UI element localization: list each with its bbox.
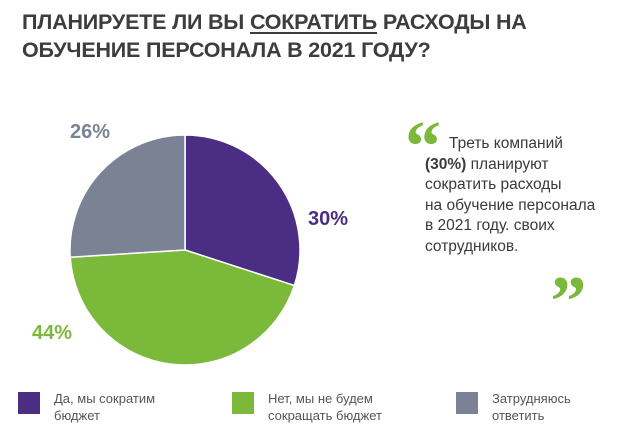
legend-label-no-line1: Нет, мы не будем bbox=[268, 391, 373, 406]
slice-label-yes: 30% bbox=[308, 208, 348, 230]
quote-line-5: в 2021 году. своих bbox=[425, 217, 555, 234]
legend-label-no-line2: сокращать бюджет bbox=[268, 408, 382, 423]
pie-slice-no bbox=[69, 249, 296, 366]
quote-line-1: Треть компаний bbox=[449, 135, 563, 152]
pie-slice-yes bbox=[184, 134, 301, 287]
pie-slice-unsure bbox=[69, 134, 186, 259]
slice-label-unsure: 26% bbox=[70, 121, 110, 143]
legend-item-yes: Да, мы сократим бюджет bbox=[18, 390, 184, 424]
quote-line-4: на обучение персонала bbox=[425, 196, 596, 214]
legend-label-yes-line1: Да, мы сократим bbox=[54, 391, 156, 406]
title-part-1: ПЛАНИРУЕТЕ ЛИ ВЫ bbox=[22, 10, 250, 34]
legend-label-unsure-line2: ответить bbox=[492, 408, 545, 423]
close-quote-icon: „ bbox=[551, 224, 587, 304]
legend-label-yes: Да, мы сократим бюджет bbox=[54, 390, 184, 424]
legend-swatch-unsure bbox=[456, 392, 478, 414]
slice-label-no: 44% bbox=[32, 322, 72, 344]
legend-label-unsure: Затрудняюсь ответить bbox=[492, 390, 620, 424]
open-quote-icon: “ bbox=[405, 106, 441, 186]
legend-label-no: Нет, мы не будем сокращать бюджет bbox=[268, 390, 398, 424]
quote-line-6: сотрудников. bbox=[425, 237, 519, 255]
page-title: ПЛАНИРУЕТЕ ЛИ ВЫ СОКРАТИТЬ РАСХОДЫ НА ОБ… bbox=[22, 8, 612, 64]
title-underlined-word: СОКРАТИТЬ bbox=[249, 10, 378, 34]
quote-line-3: сократить расходы bbox=[425, 176, 562, 193]
quote-line-2: (30%) планируют bbox=[425, 155, 605, 176]
legend-swatch-no bbox=[232, 392, 254, 414]
quote-callout: “ Треть компаний (30%) планируют сократи… bbox=[405, 106, 615, 300]
legend-label-unsure-line1: Затрудняюсь bbox=[492, 391, 571, 406]
legend-label-yes-line2: бюджет bbox=[54, 408, 100, 423]
legend-swatch-yes bbox=[18, 392, 40, 414]
quote-text: Треть компаний (30%) планируют сократить… bbox=[425, 134, 605, 257]
legend-item-no: Нет, мы не будем сокращать бюджет bbox=[232, 390, 398, 424]
quote-line-2-rest: планируют bbox=[466, 155, 549, 173]
quote-highlight: (30%) bbox=[425, 155, 467, 173]
title-part-2: РАСХОДЫ НА ОБУЧЕНИЕ ПЕРСОНАЛА В 2021 ГОД… bbox=[22, 10, 527, 62]
legend-item-unsure: Затрудняюсь ответить bbox=[456, 390, 620, 424]
